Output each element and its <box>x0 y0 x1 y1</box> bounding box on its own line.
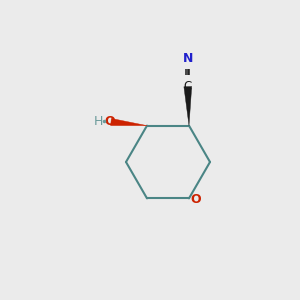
Text: N: N <box>183 52 193 65</box>
Text: O: O <box>104 115 115 128</box>
Polygon shape <box>184 86 192 126</box>
Polygon shape <box>111 118 147 126</box>
Text: H: H <box>94 115 103 128</box>
Text: C: C <box>184 80 192 93</box>
Text: O: O <box>190 194 201 206</box>
